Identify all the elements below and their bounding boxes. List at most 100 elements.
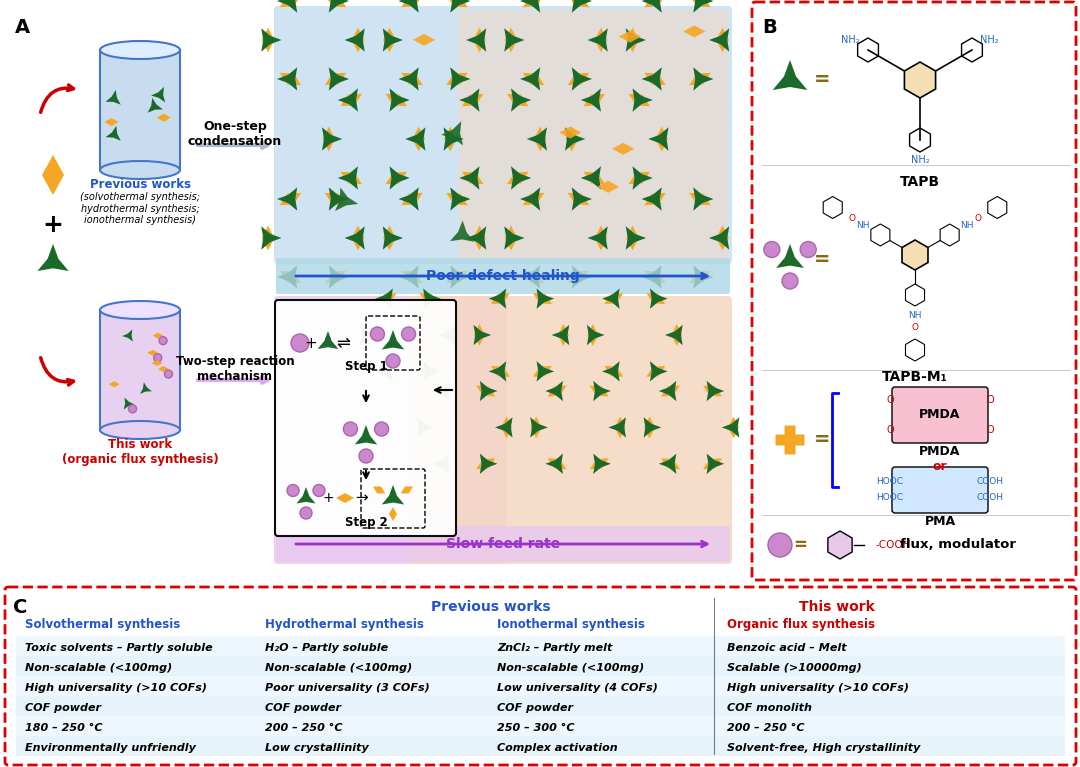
- Polygon shape: [389, 507, 397, 521]
- Polygon shape: [504, 226, 525, 250]
- Text: Ionothermal synthesis: Ionothermal synthesis: [497, 618, 645, 631]
- Polygon shape: [645, 271, 665, 283]
- Polygon shape: [940, 224, 959, 246]
- Polygon shape: [402, 73, 422, 85]
- Polygon shape: [488, 288, 507, 309]
- Polygon shape: [340, 172, 362, 184]
- Text: This work
(organic flux synthesis): This work (organic flux synthesis): [62, 438, 218, 466]
- Polygon shape: [659, 381, 676, 401]
- Polygon shape: [534, 127, 546, 151]
- Polygon shape: [261, 28, 282, 51]
- FancyBboxPatch shape: [276, 526, 730, 562]
- Polygon shape: [401, 486, 413, 493]
- Ellipse shape: [100, 421, 180, 439]
- Polygon shape: [450, 187, 471, 211]
- Polygon shape: [568, 193, 590, 206]
- Polygon shape: [642, 0, 662, 13]
- Text: This work: This work: [799, 600, 875, 614]
- Polygon shape: [361, 324, 372, 346]
- Polygon shape: [530, 416, 541, 438]
- Polygon shape: [325, 0, 347, 7]
- Polygon shape: [626, 28, 638, 52]
- FancyBboxPatch shape: [892, 387, 988, 443]
- FancyBboxPatch shape: [274, 296, 507, 564]
- Polygon shape: [571, 265, 592, 288]
- Polygon shape: [405, 127, 426, 150]
- Circle shape: [375, 422, 389, 436]
- Polygon shape: [375, 361, 393, 381]
- Polygon shape: [625, 28, 646, 51]
- Text: H₂O – Partly soluble: H₂O – Partly soluble: [265, 643, 388, 653]
- Polygon shape: [650, 361, 667, 381]
- Polygon shape: [323, 127, 335, 151]
- Circle shape: [359, 449, 373, 463]
- Polygon shape: [446, 73, 468, 85]
- Text: Step 2: Step 2: [345, 516, 388, 529]
- Text: Solvent-free, High crystallinity: Solvent-free, High crystallinity: [727, 743, 920, 753]
- Text: →: →: [354, 491, 367, 505]
- Polygon shape: [568, 0, 590, 7]
- Text: Benzoic acid – Melt: Benzoic acid – Melt: [727, 643, 847, 653]
- Polygon shape: [450, 265, 471, 288]
- Text: Non-scalable (<100mg): Non-scalable (<100mg): [25, 663, 172, 673]
- Text: Environmentally unfriendly: Environmentally unfriendly: [25, 743, 195, 753]
- Polygon shape: [656, 127, 669, 151]
- Polygon shape: [693, 67, 714, 91]
- Polygon shape: [519, 187, 540, 211]
- Text: PMA: PMA: [924, 515, 956, 528]
- Polygon shape: [571, 187, 592, 211]
- Polygon shape: [552, 324, 569, 345]
- Polygon shape: [386, 172, 407, 184]
- Text: HOOC: HOOC: [877, 478, 904, 486]
- Polygon shape: [328, 187, 349, 211]
- Circle shape: [129, 405, 136, 413]
- Polygon shape: [151, 87, 165, 102]
- Text: Non-scalable (<100mg): Non-scalable (<100mg): [265, 663, 413, 673]
- Text: NH₂: NH₂: [910, 155, 929, 165]
- Text: B: B: [762, 18, 777, 37]
- Polygon shape: [909, 128, 930, 152]
- FancyBboxPatch shape: [409, 296, 732, 564]
- Circle shape: [782, 273, 798, 289]
- Polygon shape: [693, 187, 714, 211]
- Polygon shape: [106, 90, 121, 104]
- Polygon shape: [661, 459, 680, 469]
- Polygon shape: [491, 366, 510, 377]
- Polygon shape: [684, 25, 705, 38]
- Polygon shape: [124, 397, 135, 410]
- Polygon shape: [708, 226, 729, 250]
- Polygon shape: [566, 127, 578, 151]
- Polygon shape: [633, 166, 652, 189]
- Polygon shape: [378, 366, 396, 377]
- Circle shape: [164, 370, 173, 378]
- Circle shape: [291, 334, 309, 352]
- Text: =: =: [813, 251, 831, 269]
- Polygon shape: [423, 361, 441, 381]
- Text: Solvothermal synthesis: Solvothermal synthesis: [25, 618, 180, 631]
- Polygon shape: [545, 453, 563, 474]
- Circle shape: [343, 422, 357, 436]
- Polygon shape: [672, 324, 683, 346]
- Polygon shape: [383, 28, 395, 52]
- Polygon shape: [588, 28, 608, 51]
- Polygon shape: [325, 193, 347, 206]
- Polygon shape: [157, 114, 171, 122]
- Circle shape: [159, 337, 167, 344]
- Text: COF powder: COF powder: [25, 703, 102, 713]
- Polygon shape: [480, 453, 498, 474]
- Polygon shape: [523, 271, 544, 283]
- Polygon shape: [645, 73, 665, 85]
- Polygon shape: [280, 193, 301, 206]
- Text: COF monolith: COF monolith: [727, 703, 812, 713]
- Polygon shape: [444, 127, 463, 150]
- Polygon shape: [608, 417, 626, 438]
- Polygon shape: [583, 172, 605, 184]
- Polygon shape: [280, 0, 301, 7]
- Polygon shape: [423, 288, 441, 309]
- Polygon shape: [462, 172, 484, 184]
- Text: Poor universality (3 COFs): Poor universality (3 COFs): [265, 683, 430, 693]
- Polygon shape: [530, 417, 548, 438]
- Polygon shape: [511, 166, 531, 189]
- Polygon shape: [336, 493, 354, 503]
- Text: NH: NH: [960, 220, 974, 229]
